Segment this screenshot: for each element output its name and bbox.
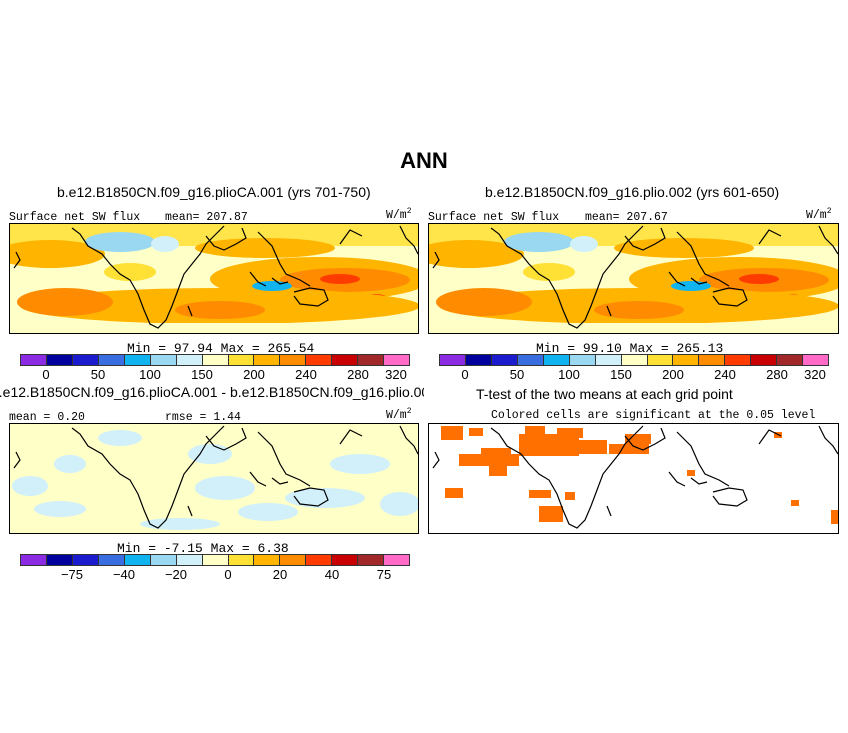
panel2-colorbar-ticks: 0 50 100 150 200 240 280 320 <box>439 367 829 383</box>
colorbar-swatch <box>124 555 151 565</box>
colorbar-swatch <box>465 355 492 365</box>
colorbar-tick: 200 <box>662 367 684 382</box>
colorbar-swatch <box>72 355 99 365</box>
panel2-colorbar <box>439 354 829 366</box>
colorbar-tick: 50 <box>509 367 525 382</box>
colorbar-swatch <box>777 355 804 365</box>
panel3-map <box>9 423 419 534</box>
colorbar-swatch <box>595 355 622 365</box>
colorbar-swatch <box>98 555 125 565</box>
panel4-title: T-test of the two means at each grid poi… <box>476 386 733 402</box>
colorbar-swatch <box>228 355 255 365</box>
panel3-title: b.e12.B1850CN.f09_g16.plioCA.001 - b.e12… <box>0 384 424 400</box>
colorbar-swatch <box>46 355 73 365</box>
panel3-title-clip: b.e12.B1850CN.f09_g16.plioCA.001 - b.e12… <box>0 384 424 402</box>
colorbar-swatch <box>491 355 518 365</box>
colorbar-swatch <box>150 355 177 365</box>
figure-title: ANN <box>400 148 448 173</box>
colorbar-tick: −20 <box>164 567 188 582</box>
panel1-title: b.e12.B1850CN.f09_g16.plioCA.001 (yrs 70… <box>57 184 371 200</box>
colorbar-swatch <box>280 355 307 365</box>
panel4-subtitle: Colored cells are significant at the 0.0… <box>491 409 816 422</box>
panel3-mean: mean = 0.20 <box>9 411 85 424</box>
colorbar-tick: 280 <box>766 367 788 382</box>
colorbar-tick: 100 <box>558 367 580 382</box>
colorbar-swatch <box>150 555 177 565</box>
colorbar-tick: 75 <box>376 567 392 582</box>
panel2-min-max: Min = 99.10 Max = 265.13 <box>536 341 724 356</box>
panel3-min-max: Min = -7.15 Max = 6.38 <box>117 541 289 556</box>
panel2-map <box>428 223 839 334</box>
colorbar-tick: 40 <box>324 567 340 582</box>
colorbar-swatch <box>176 355 203 365</box>
colorbar-swatch <box>72 555 99 565</box>
colorbar-tick: 20 <box>272 567 288 582</box>
colorbar-swatch <box>124 355 151 365</box>
colorbar-tick: 200 <box>243 367 265 382</box>
colorbar-swatch <box>803 355 829 365</box>
colorbar-swatch <box>699 355 726 365</box>
colorbar-swatch <box>543 355 570 365</box>
colorbar-swatch <box>569 355 596 365</box>
colorbar-swatch <box>440 355 466 365</box>
colorbar-swatch <box>254 355 281 365</box>
colorbar-swatch <box>202 355 229 365</box>
panel2-variable: Surface net SW flux <box>428 211 560 224</box>
colorbar-swatch <box>384 355 410 365</box>
colorbar-tick: 100 <box>139 367 161 382</box>
panel2-units: W/m2 <box>806 207 832 222</box>
colorbar-swatch <box>46 555 73 565</box>
colorbar-swatch <box>254 555 281 565</box>
panel1-mean: mean= 207.87 <box>165 211 248 224</box>
panel2-title: b.e12.B1850CN.f09_g16.plio.002 (yrs 601-… <box>485 184 780 200</box>
colorbar-swatch <box>384 555 410 565</box>
colorbar-swatch <box>358 355 385 365</box>
colorbar-tick: 150 <box>610 367 632 382</box>
colorbar-tick: 0 <box>224 567 232 582</box>
panel1-colorbar <box>20 354 410 366</box>
panel3-rmse: rmse = 1.44 <box>165 411 241 424</box>
colorbar-tick: −40 <box>112 567 136 582</box>
panel1-map <box>9 223 419 334</box>
colorbar-swatch <box>358 555 385 565</box>
colorbar-swatch <box>228 555 255 565</box>
colorbar-swatch <box>98 355 125 365</box>
colorbar-tick: 150 <box>191 367 213 382</box>
colorbar-tick: 240 <box>295 367 317 382</box>
colorbar-tick: 240 <box>714 367 736 382</box>
colorbar-swatch <box>517 355 544 365</box>
colorbar-tick: 50 <box>90 367 106 382</box>
colorbar-tick: 280 <box>347 367 369 382</box>
panel3-units: W/m2 <box>386 407 412 422</box>
panel3-colorbar-ticks: −75 −40 −20 0 20 40 75 <box>20 567 410 583</box>
colorbar-swatch <box>21 555 47 565</box>
panel3-colorbar <box>20 554 410 566</box>
panel4-map <box>428 423 839 534</box>
colorbar-swatch <box>332 355 359 365</box>
panel1-colorbar-ticks: 0 50 100 150 200 240 280 320 <box>20 367 410 383</box>
colorbar-swatch <box>306 355 333 365</box>
panel1-units: W/m2 <box>386 207 412 222</box>
panel1-min-max: Min = 97.94 Max = 265.54 <box>127 341 315 356</box>
colorbar-tick: 320 <box>385 367 407 382</box>
colorbar-swatch <box>306 555 333 565</box>
colorbar-tick: 320 <box>804 367 826 382</box>
colorbar-swatch <box>21 355 47 365</box>
colorbar-swatch <box>725 355 752 365</box>
panel1-variable: Surface net SW flux <box>9 211 141 224</box>
colorbar-swatch <box>280 555 307 565</box>
colorbar-tick: 0 <box>42 367 50 382</box>
colorbar-swatch <box>751 355 778 365</box>
colorbar-swatch <box>332 555 359 565</box>
colorbar-swatch <box>202 555 229 565</box>
colorbar-swatch <box>176 555 203 565</box>
colorbar-swatch <box>673 355 700 365</box>
colorbar-swatch <box>647 355 674 365</box>
colorbar-tick: 0 <box>461 367 469 382</box>
panel2-mean: mean= 207.67 <box>585 211 668 224</box>
colorbar-tick: −75 <box>60 567 84 582</box>
colorbar-swatch <box>621 355 648 365</box>
